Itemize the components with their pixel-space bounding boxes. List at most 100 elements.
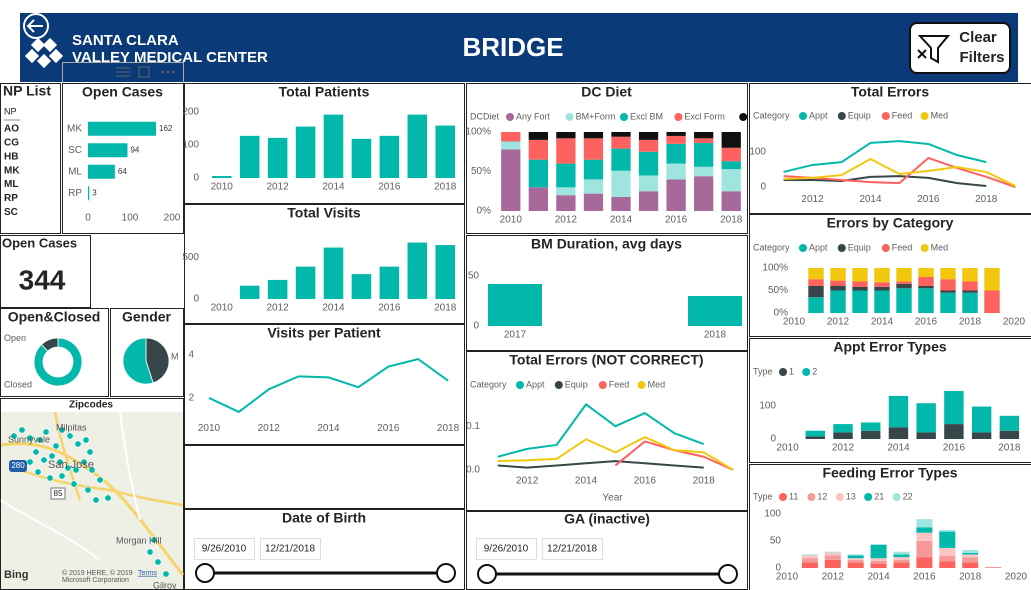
- date-input[interactable]: [542, 538, 603, 560]
- menu-icon[interactable]: [116, 67, 130, 77]
- date-slicer: GA (inactive) 9/26/2010 12/21/2018: [466, 511, 748, 590]
- bar: [847, 555, 864, 559]
- bar: [916, 432, 936, 439]
- map-point: [40, 456, 48, 464]
- y-tick-label: 4: [188, 349, 194, 360]
- legend-swatch: [779, 493, 787, 501]
- bar: [893, 559, 910, 563]
- bar: [916, 403, 936, 433]
- slider-handle[interactable]: [477, 564, 497, 584]
- bar: [918, 286, 934, 289]
- legend-title: Type: [753, 366, 773, 376]
- bar: [805, 430, 825, 437]
- logo: [24, 37, 64, 69]
- legend-swatch: [807, 493, 816, 501]
- bar: [916, 540, 933, 558]
- bar: [962, 550, 979, 553]
- bar: [407, 242, 428, 299]
- x-tick-label: 2010: [500, 215, 523, 226]
- bar: [694, 166, 714, 177]
- x-tick-label: 2012: [801, 194, 824, 205]
- slider-handle[interactable]: [718, 564, 738, 584]
- legend-label: 12: [817, 491, 827, 501]
- chart-title: Errors by Category: [827, 215, 954, 231]
- bar: [528, 159, 548, 188]
- chart-title: Total Visits: [287, 205, 361, 221]
- line-series: [208, 358, 449, 413]
- bar: [239, 135, 260, 178]
- chart-title: DC Diet: [581, 84, 632, 100]
- bar: [893, 551, 910, 555]
- chart-title: Total Patients: [279, 84, 370, 100]
- line-series: [783, 156, 1016, 188]
- bar: [666, 179, 686, 211]
- slicer-item: MK: [4, 165, 20, 176]
- place-label: Sunnyvale: [8, 434, 50, 444]
- y-tick-label: 0%: [774, 308, 789, 319]
- panel: [0, 83, 61, 234]
- line-series: [497, 460, 704, 469]
- y-tick-label: 0: [473, 321, 479, 332]
- y-tick-label: 100: [182, 139, 199, 150]
- slice: [122, 337, 154, 385]
- bar: [847, 559, 864, 563]
- y-tick-label: 500: [182, 252, 199, 263]
- map-point: [34, 468, 42, 476]
- attribution: Microsoft Corporation: [62, 577, 129, 584]
- bar: [501, 132, 521, 142]
- y-tick-label: 50%: [471, 166, 491, 177]
- legend-label: Appt: [809, 242, 828, 252]
- map-point: [72, 466, 80, 474]
- bar: [830, 286, 846, 291]
- x-tick-label: 2012: [822, 572, 845, 583]
- date-input[interactable]: [260, 538, 321, 560]
- date-input[interactable]: [194, 538, 255, 560]
- road-label: 280: [11, 461, 25, 470]
- bar: [893, 554, 910, 558]
- filter-icon: [917, 35, 951, 64]
- bar: [528, 139, 548, 160]
- bar: [583, 132, 604, 139]
- place-label: San Jose: [48, 459, 94, 471]
- map-point: [26, 434, 34, 442]
- bar: [824, 555, 841, 560]
- bar: [379, 266, 400, 299]
- bar: [556, 195, 576, 211]
- end-date: 12/21/2018: [265, 544, 315, 555]
- bar: [893, 557, 910, 560]
- bar: [267, 137, 288, 178]
- slicer-item: SC: [4, 207, 18, 218]
- bar: [852, 290, 868, 313]
- slider-handle[interactable]: [195, 563, 215, 583]
- button-label: Filters: [959, 49, 1004, 66]
- back-button[interactable]: [23, 13, 49, 39]
- terms-link[interactable]: Terms: [138, 570, 158, 577]
- chart-title: Visits per Patient: [267, 325, 381, 341]
- bar: [918, 268, 934, 277]
- bar: [721, 132, 741, 148]
- x-tick-label: 2014: [610, 215, 633, 226]
- bar: [801, 555, 818, 559]
- bar: [962, 281, 978, 291]
- x-tick-label: 2016: [917, 194, 940, 205]
- slicer-item: RP: [4, 193, 18, 204]
- slicer-item: ML: [4, 179, 18, 190]
- x-tick-label: 2018: [437, 423, 460, 434]
- bar: [583, 159, 604, 180]
- more-icon[interactable]: [161, 70, 175, 74]
- bar: [874, 286, 890, 291]
- bar: [861, 422, 881, 431]
- focus-icon[interactable]: [138, 66, 150, 78]
- bar: [323, 114, 344, 178]
- slider-handle[interactable]: [436, 563, 456, 583]
- slice-label: Open: [4, 333, 26, 343]
- chart-title: Appt Error Types: [833, 339, 947, 355]
- bar: [962, 268, 978, 282]
- legend-label: 1: [789, 366, 794, 376]
- x-tick-label: 2010: [783, 317, 806, 328]
- date-input[interactable]: [476, 538, 537, 560]
- y-tick-label: 100%: [762, 263, 788, 274]
- line-series: [783, 140, 987, 173]
- page-title: BRIDGE: [462, 32, 563, 62]
